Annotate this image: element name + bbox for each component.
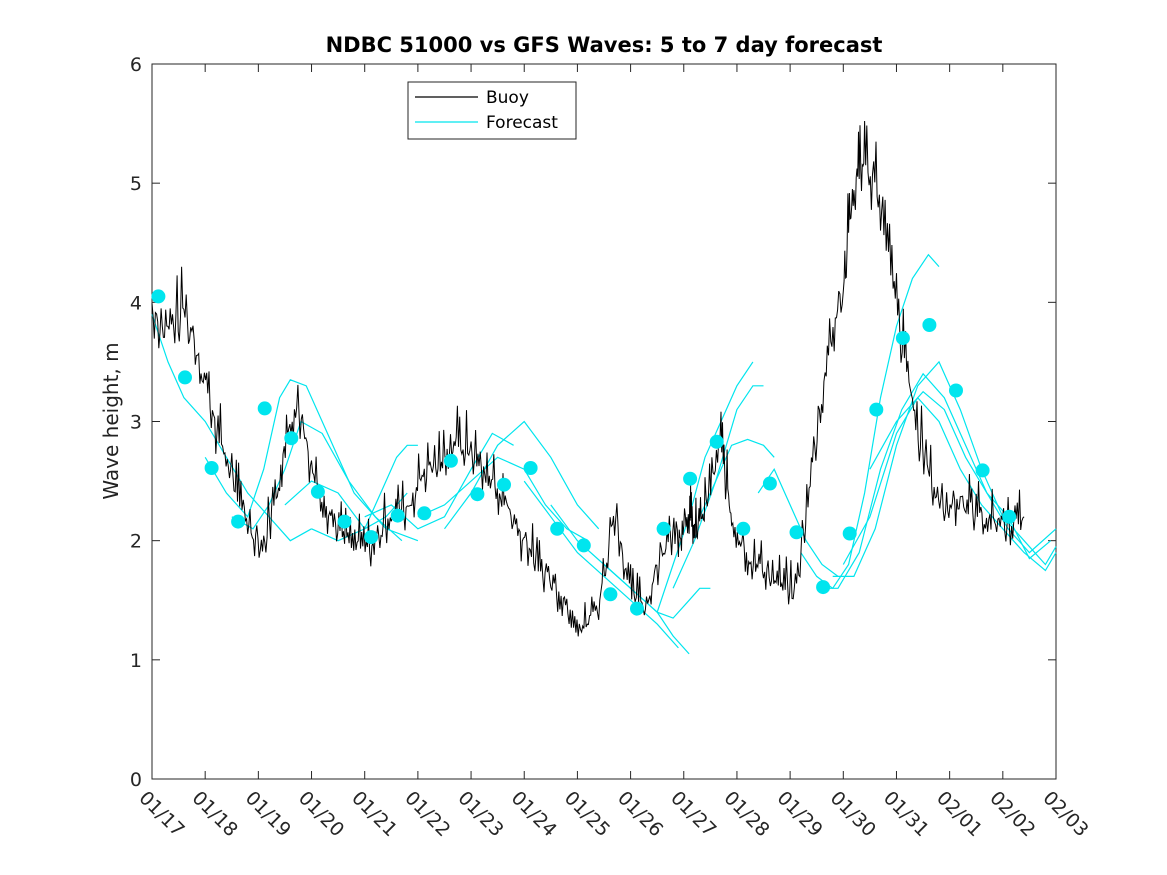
forecast-point [178,370,192,385]
forecast-run-line-20 [869,390,1052,560]
legend-label-forecast: Forecast [486,113,558,133]
forecast-point [497,477,511,492]
forecast-point [842,526,857,541]
forecast-run-line-2 [204,379,419,542]
forecast-point [417,506,432,521]
legend-label-buoy: Buoy [486,88,529,108]
forecast-point [390,508,405,523]
forecast-run-line-13 [672,385,764,589]
forecast-point [816,580,831,595]
forecast-run-line-7 [417,456,589,542]
y-axis-label: Wave height, m [99,342,123,499]
forecast-point [204,461,219,475]
forecast-point [869,402,884,417]
forecast-run-line-15 [757,467,839,577]
forecast-point [630,601,644,616]
forecast-point [550,521,565,536]
forecast-point [151,289,166,304]
forecast-run-line-12 [656,361,754,613]
buoy-line [151,120,1025,637]
forecast-run-line-9 [523,480,679,649]
forecast-point [603,587,618,602]
forecast-point [284,431,299,446]
forecast-point [975,463,990,478]
forecast-run-line-5 [311,444,418,542]
y-tick-label: 0 [130,769,142,791]
forecast-run-line-1 [151,314,312,542]
forecast-point [337,514,352,529]
forecast-run-line-19 [842,396,1057,572]
forecast-point [523,461,538,475]
forecast-run-line-4 [284,480,408,530]
forecast-point [683,471,698,486]
forecast-point [470,487,485,502]
y-tick-label: 6 [130,54,142,76]
forecast-run-line-18 [832,360,1057,578]
forecast-point [895,331,910,346]
forecast-point [922,318,937,332]
forecast-point [949,383,963,398]
forecast-point [656,521,671,536]
y-tick-label: 2 [130,531,142,553]
forecast-point [231,514,246,529]
legend-box [407,81,577,140]
forecast-point [1002,509,1017,524]
y-tick-label: 4 [130,292,142,314]
forecast-point [364,530,379,545]
forecast-point [576,538,591,553]
forecast-point [762,476,777,491]
forecast-run-line-6 [364,432,514,530]
chart-title: NDBC 51000 vs GFS Waves: 5 to 7 day fore… [326,33,883,57]
forecast-point [443,453,458,468]
y-tick-label: 5 [130,173,142,195]
forecast-point [257,401,272,416]
y-tick-label: 1 [130,650,142,672]
legend: Buoy Forecast [407,81,577,140]
forecast-point [789,525,804,540]
forecast-run-line-11 [603,564,711,619]
y-tick-label: 3 [130,412,142,434]
forecast-run-line-14 [699,438,775,518]
forecast-point [736,521,751,536]
forecast-point [310,484,325,499]
forecast-point [709,434,724,449]
